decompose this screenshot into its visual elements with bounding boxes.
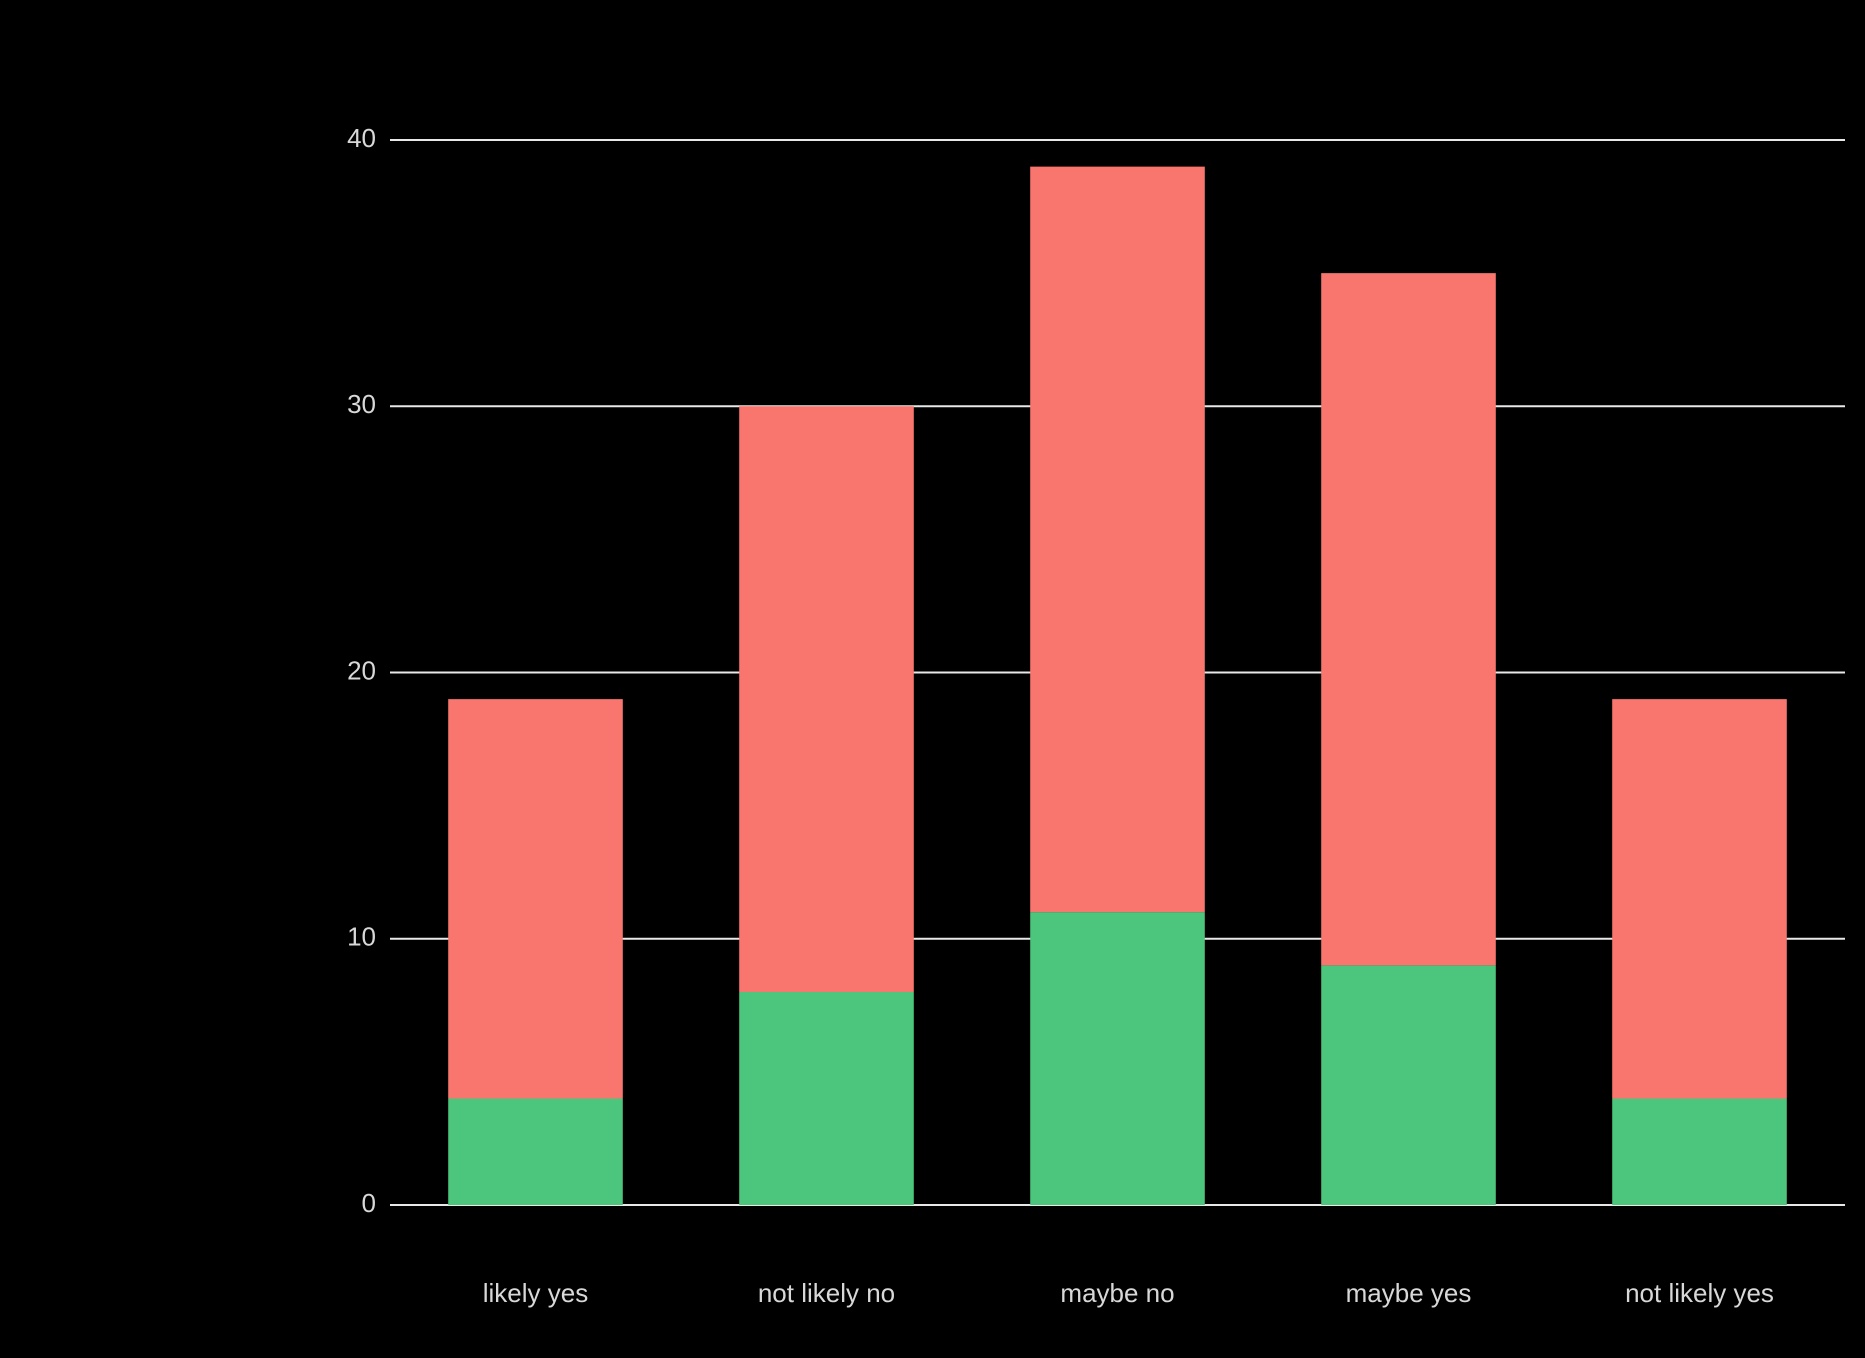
bar-segment (1030, 166, 1205, 913)
bar-segment (448, 699, 623, 1099)
x-tick-label: maybe no (1060, 1278, 1174, 1308)
bar-segment (739, 406, 914, 992)
y-tick-label: 0 (362, 1188, 376, 1218)
bar-segment (739, 992, 914, 1205)
x-tick-label: not likely no (758, 1278, 895, 1308)
bar-segment (448, 1098, 623, 1205)
bar-segment (1612, 699, 1787, 1099)
x-tick-label: likely yes (483, 1278, 588, 1308)
bar-segment (1612, 1098, 1787, 1205)
y-tick-label: 20 (347, 655, 376, 685)
x-tick-label: not likely yes (1625, 1278, 1774, 1308)
bar-segment (1030, 912, 1205, 1205)
bar-segment (1321, 273, 1496, 966)
x-tick-label: maybe yes (1346, 1278, 1472, 1308)
y-tick-label: 30 (347, 389, 376, 419)
y-tick-label: 40 (347, 123, 376, 153)
y-tick-label: 10 (347, 922, 376, 952)
bar-segment (1321, 965, 1496, 1205)
